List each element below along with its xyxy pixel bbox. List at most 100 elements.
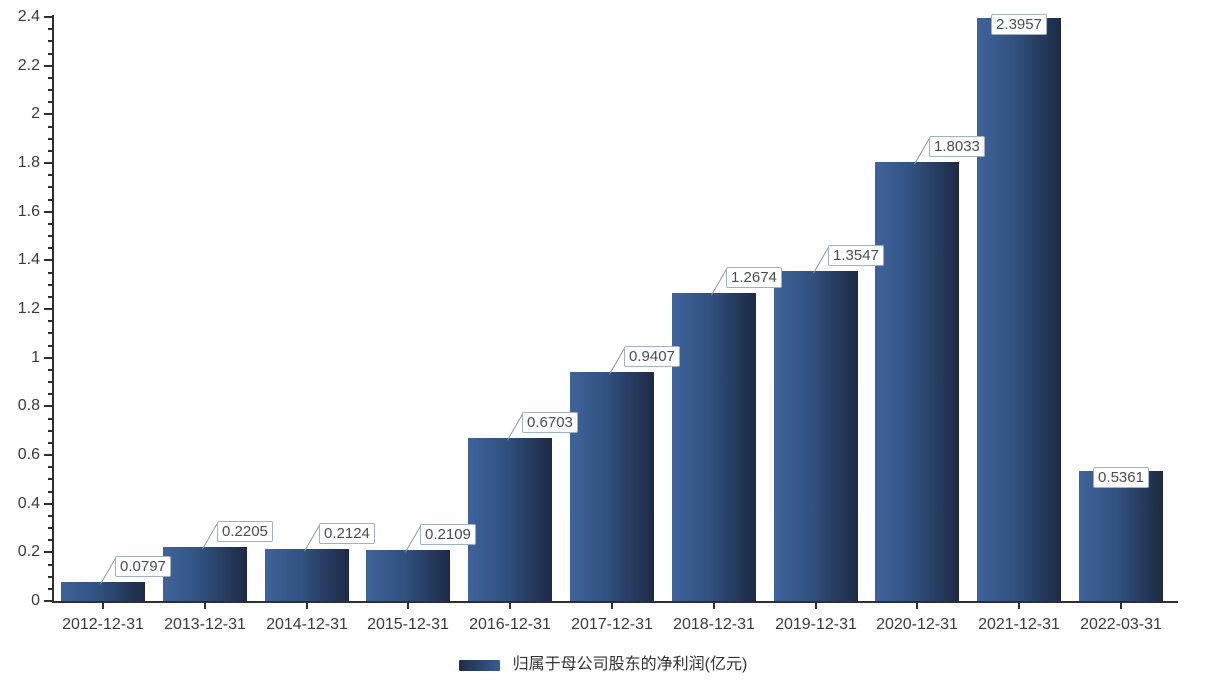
bar-2019-12-31[interactable]	[774, 271, 858, 601]
y-tick-label: 0	[31, 592, 40, 609]
y-minor-tick	[48, 441, 53, 444]
x-tick-label: 2015-12-31	[367, 616, 449, 633]
y-minor-tick	[48, 490, 53, 493]
value-label-leader	[100, 558, 116, 585]
legend-swatch-icon	[458, 659, 500, 671]
value-label-leader	[202, 523, 218, 550]
x-tick	[713, 601, 715, 609]
y-minor-tick	[48, 332, 53, 335]
x-tick-label: 2016-12-31	[469, 616, 551, 633]
value-label: 0.6703	[522, 412, 578, 433]
bar-2015-12-31[interactable]	[366, 550, 450, 601]
y-major-tick	[44, 551, 53, 554]
y-tick-label: 2.2	[17, 56, 40, 74]
x-tick	[916, 601, 918, 609]
y-minor-tick	[48, 101, 53, 104]
y-minor-tick	[48, 40, 53, 43]
y-minor-tick	[48, 198, 53, 201]
y-tick-label: 1.8	[17, 154, 40, 171]
value-label: 0.2205	[217, 521, 273, 542]
y-major-tick	[44, 454, 53, 456]
y-major-tick	[44, 259, 53, 262]
x-tick-label: 2020-12-31	[876, 616, 958, 633]
y-minor-tick	[48, 575, 53, 578]
x-tick	[407, 601, 409, 609]
y-minor-tick	[48, 186, 53, 189]
y-minor-tick	[48, 247, 53, 250]
y-major-tick	[44, 210, 53, 213]
y-major-tick	[44, 162, 53, 164]
y-minor-tick	[48, 149, 53, 152]
value-label: 0.2109	[420, 524, 476, 545]
value-label: 0.9407	[624, 346, 680, 367]
y-major-tick	[44, 356, 53, 359]
y-minor-tick	[48, 137, 53, 140]
y-minor-tick	[48, 295, 53, 298]
x-tick-label: 2012-12-31	[62, 616, 144, 633]
y-tick-label: 0.2	[17, 543, 40, 561]
y-minor-tick	[48, 393, 53, 396]
y-major-tick	[44, 502, 53, 505]
y-minor-tick	[48, 235, 53, 237]
y-minor-tick	[48, 174, 53, 177]
y-minor-tick	[48, 514, 53, 517]
x-tick	[815, 601, 817, 609]
y-major-tick	[44, 64, 53, 67]
value-label-leader	[405, 526, 421, 553]
x-tick-label: 2014-12-31	[266, 616, 348, 633]
legend[interactable]: 归属于母公司股东的净利润(亿元)	[0, 655, 1206, 675]
value-label: 1.8033	[929, 136, 985, 157]
y-minor-tick	[48, 466, 53, 469]
y-major-tick	[44, 405, 53, 408]
x-tick	[102, 601, 104, 609]
x-tick	[509, 601, 511, 609]
y-minor-tick	[48, 320, 53, 323]
y-minor-tick	[48, 283, 53, 286]
bar-2021-12-31[interactable]	[977, 18, 1061, 601]
value-label: 2.3957	[991, 14, 1047, 35]
y-major-tick	[44, 16, 53, 18]
y-minor-tick	[48, 52, 53, 55]
y-minor-tick	[48, 478, 53, 481]
bar-2012-12-31[interactable]	[61, 582, 145, 601]
y-axis-line	[52, 15, 54, 603]
y-major-tick	[44, 600, 53, 602]
y-minor-tick	[48, 381, 53, 383]
value-label: 0.2124	[319, 523, 375, 544]
y-minor-tick	[48, 563, 53, 566]
value-label: 1.3547	[828, 245, 884, 266]
y-tick-label: 1	[31, 348, 40, 366]
x-tick	[1120, 601, 1122, 609]
y-minor-tick	[48, 76, 53, 79]
value-label-leader	[304, 525, 320, 552]
value-label: 1.2674	[726, 267, 782, 288]
x-tick	[306, 601, 308, 609]
x-tick-label: 2021-12-31	[978, 616, 1060, 633]
value-label-leader	[609, 348, 625, 375]
value-label-leader	[813, 247, 829, 274]
value-label-leader	[914, 138, 930, 165]
y-minor-tick	[48, 28, 53, 31]
bar-2017-12-31[interactable]	[570, 372, 654, 601]
bar-2014-12-31[interactable]	[265, 549, 349, 601]
value-label-leader	[711, 269, 727, 296]
bar-2020-12-31[interactable]	[875, 162, 959, 601]
y-major-tick	[44, 113, 53, 116]
bar-2022-03-31[interactable]	[1079, 471, 1163, 601]
y-minor-tick	[48, 417, 53, 420]
y-tick-label: 0.8	[17, 397, 40, 415]
legend-label: 归属于母公司股东的净利润(亿元)	[512, 656, 748, 673]
y-minor-tick	[48, 429, 53, 432]
bar-2013-12-31[interactable]	[163, 547, 247, 601]
x-axis-line	[52, 601, 1178, 603]
bar-2018-12-31[interactable]	[672, 293, 756, 601]
bar-2016-12-31[interactable]	[468, 438, 552, 601]
y-minor-tick	[48, 587, 53, 590]
value-label: 0.0797	[115, 556, 171, 577]
value-label: 0.5361	[1093, 467, 1149, 488]
y-minor-tick	[48, 125, 53, 128]
y-minor-tick	[48, 271, 53, 274]
x-tick-label: 2017-12-31	[571, 616, 653, 633]
